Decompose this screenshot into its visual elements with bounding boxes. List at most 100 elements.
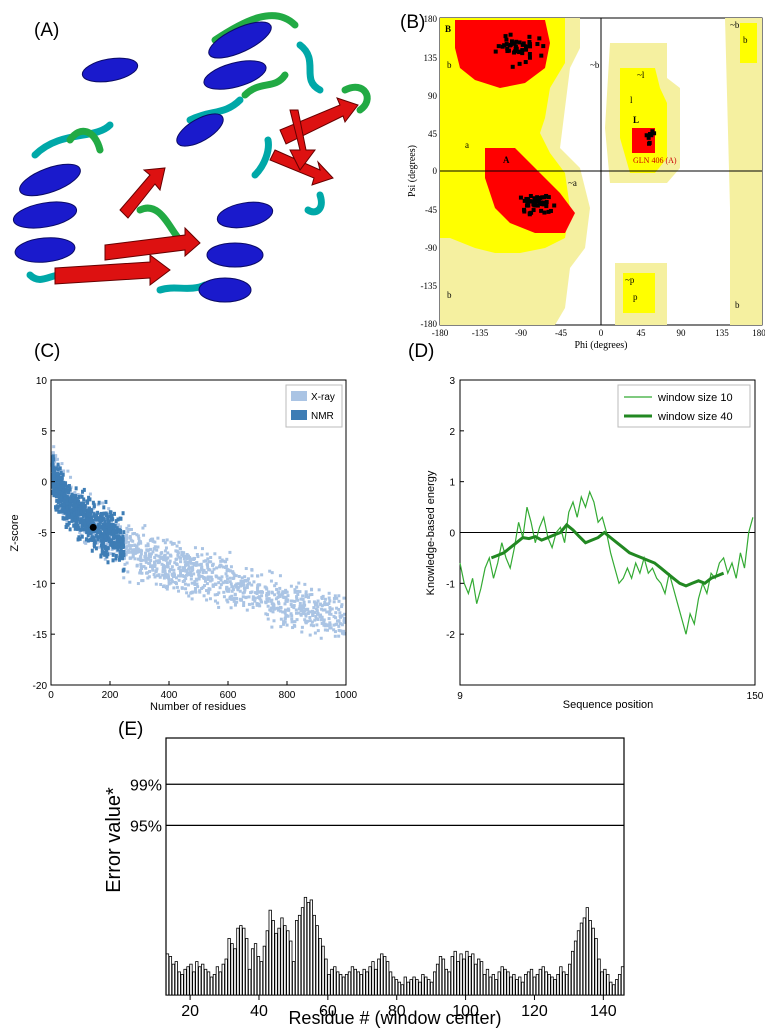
error-bar (377, 958, 381, 996)
xray-point (142, 533, 146, 537)
xray-point (122, 556, 126, 560)
nmr-point (113, 541, 117, 546)
nmr-point (115, 536, 119, 541)
ramachandran-panel: B b A a L l p b b b ~b ~b ~p ~l ~a GLN 4… (405, 8, 765, 353)
xray-point (241, 595, 245, 599)
xray-point (123, 562, 127, 566)
xray-point (281, 610, 285, 614)
xray-point (192, 572, 196, 576)
xray-point (320, 607, 324, 611)
xray-point (177, 540, 181, 544)
xray-point (322, 620, 326, 624)
xray-point (206, 577, 210, 581)
error-bar (277, 927, 281, 996)
nmr-point (119, 547, 123, 552)
nmr-point (113, 545, 117, 550)
xray-point (98, 545, 102, 549)
xray-point (170, 580, 174, 584)
zscore-x-axis-label: Number of residues (150, 701, 246, 710)
xray-point (153, 545, 157, 549)
xray-point (202, 559, 206, 563)
nmr-point (121, 534, 125, 539)
xray-point (259, 590, 263, 594)
error-bar (427, 979, 431, 996)
xray-point (296, 598, 300, 602)
xray-point (255, 592, 259, 596)
xray-point (326, 624, 330, 628)
xray-point (283, 602, 287, 606)
xray-point (242, 590, 246, 594)
xray-point (144, 560, 148, 564)
xray-point (242, 580, 246, 584)
xray-point (187, 594, 191, 598)
nmr-point (114, 556, 118, 561)
xray-point (217, 591, 221, 595)
x-tick-label: 60 (319, 1003, 337, 1020)
residue-point (531, 202, 536, 207)
xray-point (327, 596, 331, 600)
nmr-point (103, 520, 107, 525)
xray-point (335, 606, 339, 610)
nmr-point (83, 523, 87, 528)
xray-point (323, 600, 327, 604)
error-bar (253, 943, 258, 996)
nmr-point (51, 465, 55, 470)
nmr-point (118, 536, 122, 541)
xray-point (189, 577, 193, 581)
xray-point (153, 546, 157, 550)
error-bar (444, 968, 449, 996)
nmr-point (112, 526, 116, 531)
xray-point (328, 626, 332, 630)
xray-point (148, 552, 152, 556)
xray-point (147, 575, 151, 579)
xray-point (231, 576, 235, 580)
region-label: L (633, 115, 639, 125)
xray-point (231, 588, 235, 592)
error-bar (245, 938, 249, 996)
xray-point (284, 595, 288, 599)
panel-label-d: (D) (408, 341, 435, 362)
error-bar (230, 943, 234, 996)
nmr-point (58, 486, 62, 491)
legend-swatch-xray (291, 391, 307, 401)
y-tick-label: -1 (446, 579, 455, 590)
error-bar (474, 963, 478, 996)
xray-point (182, 557, 186, 561)
outlier-label: GLN 406 (A) (633, 156, 677, 165)
legend-swatch-nmr (291, 410, 307, 420)
nmr-point (63, 496, 67, 501)
xray-point (334, 616, 338, 620)
error-bar (509, 976, 513, 996)
nmr-point (80, 494, 84, 499)
xray-point (285, 623, 289, 627)
xray-point (209, 560, 213, 564)
error-bar (168, 956, 173, 996)
xray-point (114, 521, 118, 525)
xray-point (178, 568, 182, 572)
xray-point (61, 469, 65, 473)
error-bar (606, 974, 610, 996)
nmr-point (118, 549, 122, 554)
error-bar (565, 974, 569, 996)
error-bar (435, 963, 440, 996)
error-chart: 99% 95% 20 40 60 80 100 120 140 Residue # (wind… (103, 737, 625, 1028)
nmr-point (96, 537, 100, 542)
nmr-point (75, 523, 79, 528)
xray-point (177, 578, 181, 582)
xray-point (161, 569, 165, 573)
xray-point (110, 548, 114, 552)
xray-point (217, 605, 221, 609)
residue-point (514, 39, 519, 44)
xray-point (306, 611, 310, 615)
zscore-x-ticks: 0 200 400 600 800 1000 (48, 681, 358, 701)
xray-point (148, 569, 152, 573)
nmr-point (92, 504, 96, 509)
xray-point (333, 634, 337, 638)
residue-point (537, 36, 542, 41)
xray-point (275, 587, 279, 591)
xray-point (285, 590, 289, 594)
region-label: ~l (637, 70, 645, 80)
error-bar (227, 938, 231, 996)
error-bar (350, 966, 355, 996)
xray-point (126, 570, 130, 574)
